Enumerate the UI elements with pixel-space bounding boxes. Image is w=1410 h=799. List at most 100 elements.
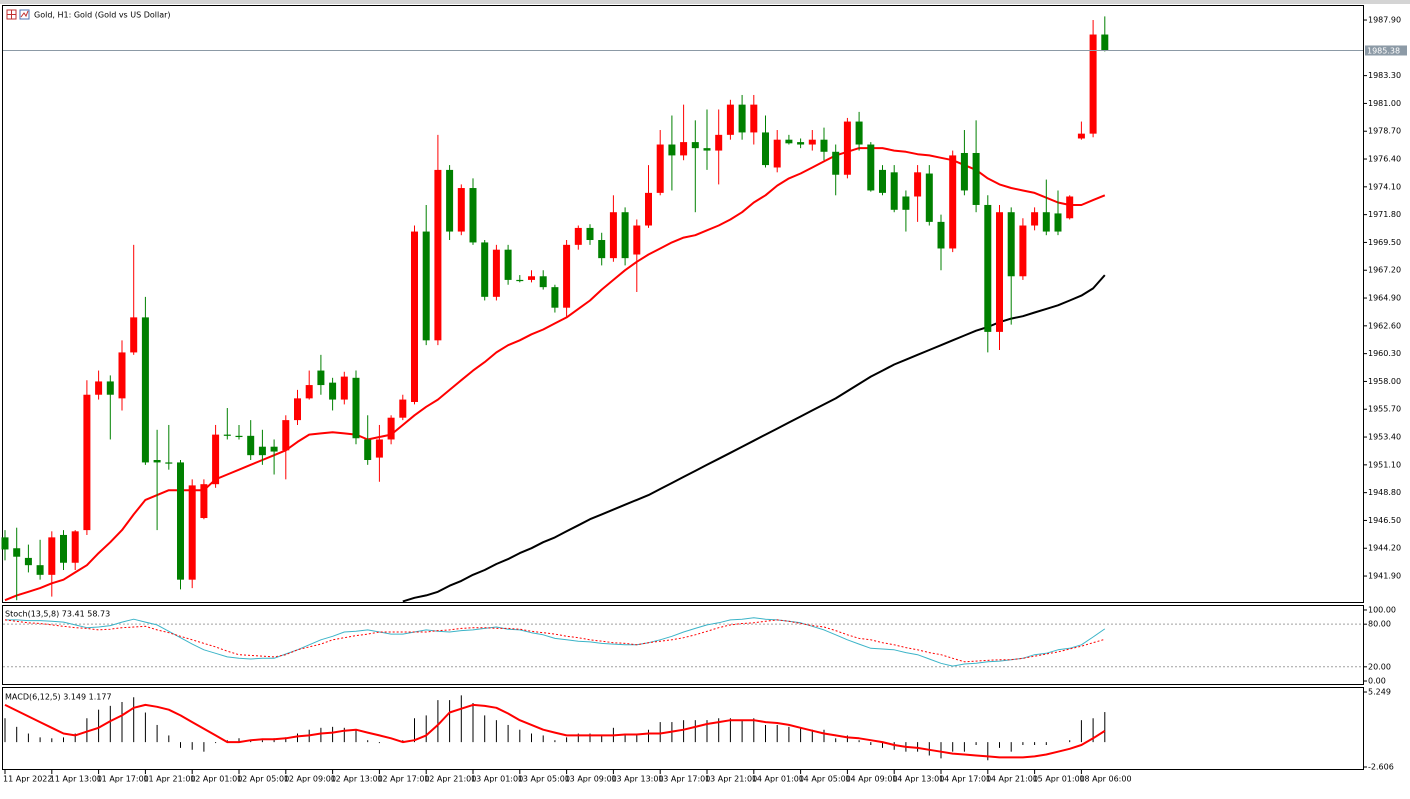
y-tick-label: -2.606 (1368, 763, 1394, 772)
y-tick-label: 0.00 (1368, 677, 1386, 686)
candle-body (305, 385, 313, 399)
candle-body (750, 104, 758, 133)
candle-body (785, 139, 793, 144)
candle-body (914, 172, 922, 197)
candle-body (282, 420, 290, 451)
candle-body (598, 240, 606, 259)
candle-body (773, 139, 781, 168)
x-tick-label: 13 Apr 17:00 (658, 775, 710, 784)
x-tick-label: 12 Apr 17:00 (377, 775, 429, 784)
y-tick-label: 5.249 (1368, 688, 1391, 697)
panel-title: MACD(6,12,5) 3.149 1.177 (5, 693, 112, 702)
top-border (0, 0, 1410, 4)
candle-body (188, 485, 196, 580)
candle-body (352, 377, 360, 439)
candle-body (106, 381, 114, 395)
candle-body (762, 132, 769, 166)
icon-chart-line (20, 10, 29, 18)
x-tick-label: 15 Apr 01:00 (1033, 775, 1085, 784)
candle-body (890, 172, 898, 210)
candle-body (364, 439, 372, 461)
main-panel-frame (2, 5, 1364, 603)
candle-body (843, 121, 851, 175)
candle-body (1054, 213, 1062, 232)
y-tick-label: 1981.00 (1368, 99, 1401, 108)
candle-body (1066, 196, 1074, 219)
price-label: 1985.38 (1367, 46, 1400, 55)
candle-body (270, 446, 278, 452)
candle-body (960, 152, 968, 191)
candle-body (703, 148, 711, 151)
candle-body (446, 169, 454, 232)
candle-body (996, 212, 1003, 332)
candle-body (492, 249, 500, 297)
candle-body (340, 376, 348, 400)
candle-body (902, 196, 910, 210)
indicator-line (4, 703, 1106, 759)
y-tick-label: 1951.10 (1368, 460, 1401, 469)
candle-body (141, 317, 149, 463)
candle-body (1101, 34, 1109, 51)
x-tick-label: 12 Apr 05:00 (237, 775, 289, 784)
candle-body (504, 249, 512, 280)
x-tick-label: 18 Apr 06:00 (1079, 775, 1131, 784)
candle-body (481, 242, 489, 297)
x-tick-label: 11 Apr 2022 (3, 775, 52, 784)
y-tick-label: 1960.30 (1368, 349, 1401, 358)
candle-body (1007, 212, 1015, 277)
y-tick-label: 1946.50 (1368, 516, 1401, 525)
x-tick-label: 13 Apr 01:00 (471, 775, 523, 784)
x-tick-label: 12 Apr 09:00 (284, 775, 336, 784)
candle-body (212, 434, 220, 485)
candle-body (60, 534, 67, 563)
candle-body (551, 287, 559, 308)
candle-body (516, 279, 524, 282)
candle-body (95, 381, 103, 395)
candle-body (621, 212, 629, 259)
candle-body (574, 227, 582, 245)
x-tick-label: 14 Apr 21:00 (986, 775, 1038, 784)
y-tick-label: 20.00 (1368, 662, 1391, 671)
candle-body (984, 204, 992, 332)
x-tick-label: 12 Apr 21:00 (424, 775, 476, 784)
candle-body (329, 382, 337, 400)
y-tick-label: 1958.00 (1368, 377, 1401, 386)
candle-body (867, 144, 875, 191)
candle-body (563, 244, 571, 308)
candle-body (680, 142, 688, 156)
candle-body (609, 212, 617, 259)
candle-body (469, 188, 477, 243)
candle-body (235, 435, 243, 438)
indicator-line (5, 617, 1106, 667)
price-label-box (1365, 45, 1407, 56)
x-tick-label: 13 Apr 09:00 (565, 775, 617, 784)
candle-body (691, 142, 699, 149)
candle-body (738, 104, 746, 133)
candle-body (879, 169, 886, 193)
y-tick-label: 1944.20 (1368, 544, 1401, 553)
y-tick-label: 1983.30 (1368, 71, 1401, 80)
candle-body (24, 557, 32, 566)
candle-body (200, 484, 208, 519)
y-tick-label: 1967.20 (1368, 266, 1401, 275)
x-tick-label: 14 Apr 05:00 (799, 775, 851, 784)
y-tick-label: 1987.90 (1368, 16, 1401, 25)
candle-body (387, 417, 395, 440)
candle-body (1042, 212, 1050, 232)
candle-body (1089, 34, 1097, 134)
candle-body (1077, 133, 1085, 139)
x-tick-label: 13 Apr 21:00 (705, 775, 757, 784)
candle-body (949, 155, 957, 249)
candle-body (317, 370, 325, 386)
macd-panel-frame (2, 687, 1364, 770)
candle-body (656, 144, 664, 193)
candle-body (411, 231, 418, 402)
candle-body (457, 188, 465, 232)
candle-body (972, 152, 980, 205)
candle-body (48, 537, 56, 575)
x-tick-label: 14 Apr 17:00 (939, 775, 991, 784)
candle-body (586, 227, 594, 241)
x-tick-label: 13 Apr 13:00 (611, 775, 663, 784)
candle-body (71, 531, 79, 563)
candle-body (715, 134, 723, 151)
